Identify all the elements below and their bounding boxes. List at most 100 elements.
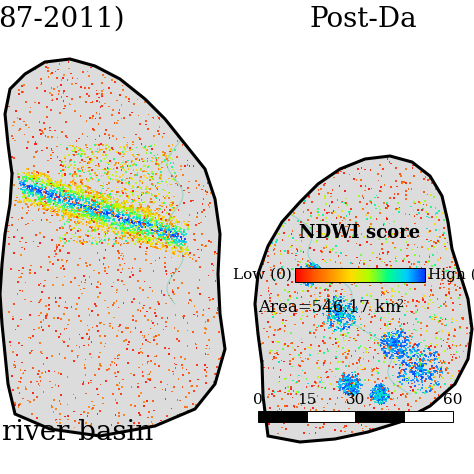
Point: [68, 231, 76, 238]
Point: [70, 208, 78, 215]
Point: [341, 164, 349, 172]
Point: [288, 265, 296, 273]
Point: [73, 194, 81, 202]
Point: [59, 162, 67, 169]
Point: [136, 392, 143, 400]
Point: [139, 238, 147, 246]
Point: [327, 365, 334, 373]
Point: [307, 263, 315, 270]
Point: [32, 182, 40, 189]
Point: [91, 177, 99, 184]
Point: [91, 208, 99, 216]
Point: [182, 53, 190, 60]
Point: [154, 226, 162, 234]
Point: [116, 107, 123, 114]
Point: [153, 156, 160, 164]
Point: [299, 266, 306, 273]
Point: [122, 209, 129, 216]
Point: [61, 87, 68, 95]
Point: [149, 226, 156, 234]
Point: [431, 314, 439, 321]
Point: [112, 230, 120, 237]
Point: [85, 192, 93, 200]
Point: [54, 315, 62, 322]
Point: [32, 174, 39, 182]
Point: [99, 217, 107, 224]
Point: [447, 374, 455, 382]
Point: [69, 189, 76, 196]
Point: [74, 199, 82, 207]
Point: [417, 168, 425, 176]
Point: [340, 310, 347, 318]
Point: [338, 310, 346, 318]
Point: [31, 186, 38, 193]
Point: [333, 302, 341, 310]
Point: [347, 382, 355, 390]
Point: [307, 271, 315, 278]
Point: [44, 193, 52, 201]
Point: [413, 263, 420, 271]
Point: [114, 419, 121, 427]
Point: [81, 211, 88, 219]
Point: [383, 215, 391, 223]
Point: [307, 271, 315, 278]
Point: [59, 163, 67, 170]
Point: [342, 391, 349, 398]
Point: [460, 367, 468, 375]
Point: [379, 337, 386, 345]
Point: [317, 378, 324, 385]
Point: [308, 272, 315, 279]
Point: [305, 282, 312, 290]
Point: [398, 373, 405, 380]
Point: [325, 310, 332, 317]
Point: [445, 359, 453, 366]
Point: [133, 215, 140, 222]
Point: [376, 392, 383, 400]
Point: [330, 327, 338, 335]
Point: [271, 245, 278, 253]
Point: [298, 237, 305, 245]
Point: [55, 178, 62, 186]
Point: [390, 342, 398, 350]
Point: [286, 357, 294, 365]
Point: [34, 201, 42, 209]
Point: [62, 178, 69, 186]
Point: [55, 184, 63, 191]
Point: [352, 381, 360, 388]
Point: [265, 420, 273, 428]
Point: [155, 130, 163, 138]
Point: [70, 207, 78, 215]
Point: [147, 240, 155, 248]
Point: [362, 376, 369, 384]
Point: [334, 316, 342, 324]
Point: [280, 161, 287, 169]
Point: [403, 340, 410, 347]
Point: [273, 349, 281, 356]
Point: [18, 214, 26, 222]
Point: [45, 202, 52, 210]
Point: [315, 342, 323, 349]
Point: [113, 202, 121, 210]
Point: [188, 126, 195, 134]
Point: [339, 374, 346, 381]
Point: [167, 159, 174, 167]
Point: [266, 168, 274, 176]
Point: [393, 331, 401, 339]
Point: [343, 415, 351, 422]
Point: [54, 211, 62, 219]
Point: [306, 267, 314, 275]
Point: [12, 197, 20, 204]
Point: [82, 192, 90, 200]
Point: [84, 164, 91, 172]
Point: [88, 173, 95, 180]
Point: [138, 228, 146, 235]
Point: [141, 235, 148, 242]
Point: [184, 244, 191, 251]
Point: [394, 383, 401, 390]
Point: [137, 328, 145, 336]
Point: [77, 208, 85, 215]
Point: [109, 207, 116, 214]
Point: [380, 396, 387, 403]
Point: [262, 211, 270, 219]
Point: [104, 213, 111, 220]
